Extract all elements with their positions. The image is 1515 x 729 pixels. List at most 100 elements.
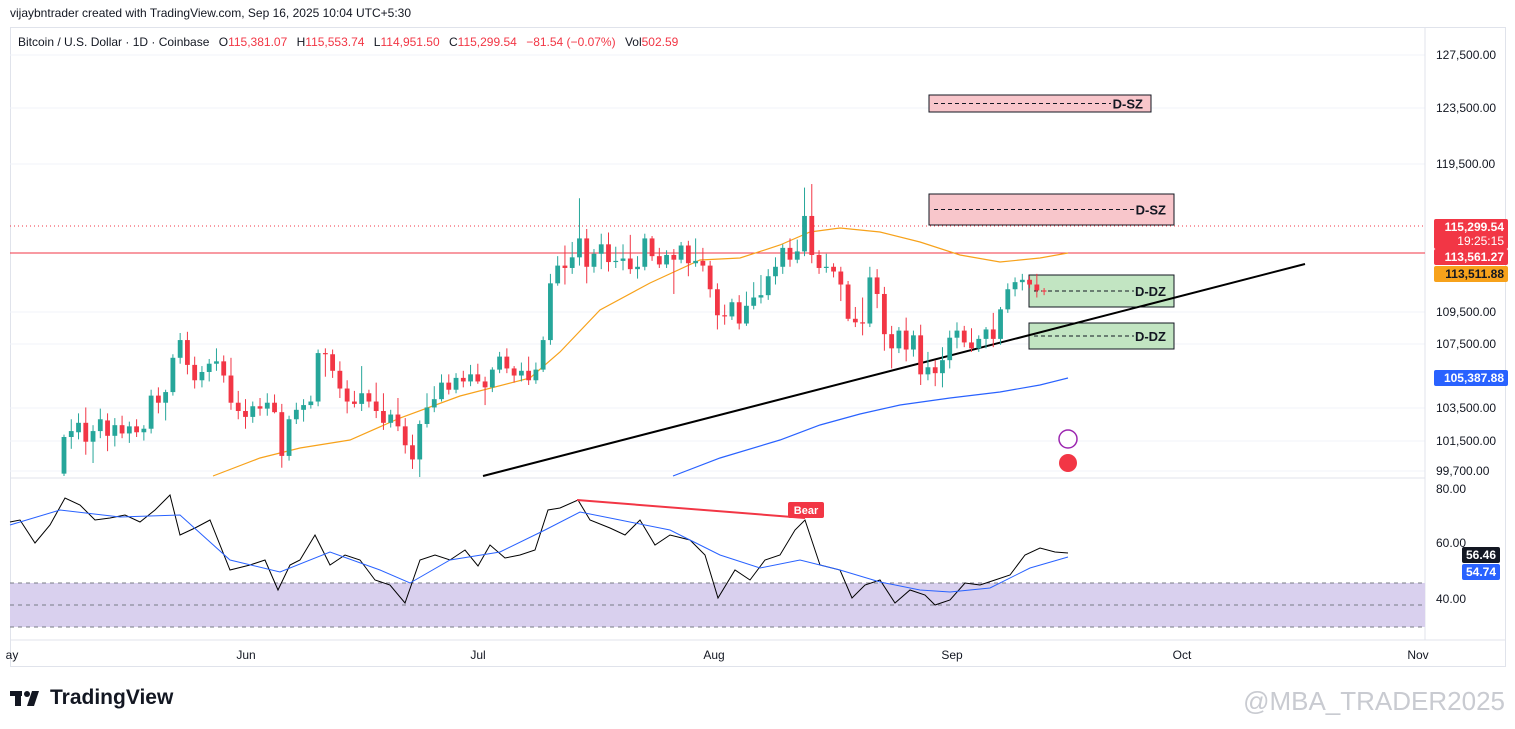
candle-body — [170, 357, 176, 393]
candle-body — [918, 335, 924, 375]
candle-body — [475, 374, 481, 382]
candle-body — [889, 334, 895, 349]
rsi-value-tag: 56.46 — [1461, 547, 1500, 563]
ma-line — [672, 377, 1069, 477]
candle-body — [990, 329, 996, 339]
time-tick-label: Nov — [1407, 648, 1428, 662]
candle-body — [620, 258, 626, 261]
candle-body — [925, 367, 931, 375]
vol-value: 502.59 — [641, 35, 679, 49]
candle-body — [569, 257, 575, 268]
candle-body — [932, 367, 938, 374]
price-tick-label: 127,500.00 — [1436, 48, 1496, 62]
candle-body — [773, 266, 778, 277]
candle-body — [206, 363, 212, 372]
candle-body — [548, 283, 553, 341]
candle-body — [1019, 279, 1025, 283]
us-flag-icon — [1059, 454, 1077, 472]
candle-body — [584, 238, 590, 267]
candle-body — [199, 371, 205, 381]
candle-body — [315, 353, 321, 402]
candle-body — [504, 356, 510, 369]
candle-body — [715, 289, 720, 316]
candle-body — [794, 251, 800, 260]
candle-body — [424, 407, 430, 424]
candle-body — [1027, 279, 1032, 285]
candle-body — [279, 412, 285, 456]
bear-divergence-line — [576, 499, 806, 519]
candle-body — [76, 422, 81, 433]
candle-body — [1041, 290, 1047, 292]
ma-price-tag: 105,387.88 — [1434, 370, 1508, 386]
candle-body — [446, 382, 452, 390]
candle-body — [489, 369, 495, 388]
rsi-tick-label: 60.00 — [1436, 536, 1466, 550]
candle-body — [802, 215, 807, 252]
rsi-ma-tag: 54.74 — [1461, 564, 1500, 580]
zone-label: D-DZ — [1135, 284, 1166, 299]
candle-body — [1005, 289, 1011, 310]
candle-body — [272, 402, 277, 413]
high-key: H — [296, 35, 306, 49]
candle-body — [649, 238, 655, 257]
ema-price-tag: 113,511.88 — [1434, 266, 1508, 282]
candle-body — [344, 388, 350, 402]
candle-body — [148, 395, 154, 429]
candle-body — [177, 340, 183, 358]
candle-body — [969, 342, 974, 349]
candle-body — [954, 330, 960, 338]
candle-body — [671, 254, 677, 260]
candle-body — [823, 266, 829, 268]
candle-body — [852, 318, 858, 323]
candle-body — [751, 297, 757, 306]
candle-body — [940, 360, 945, 374]
candle-body — [155, 395, 161, 403]
candle-body — [257, 406, 263, 409]
candle-body — [301, 405, 306, 410]
chart-frame[interactable] — [10, 27, 1506, 667]
candle-body — [431, 399, 437, 408]
candle-body — [635, 266, 640, 270]
level-price-tag: 113,561.27 — [1434, 249, 1508, 265]
candle-body — [366, 393, 372, 402]
candle-body — [410, 445, 415, 460]
price-tick-label: 103,500.00 — [1436, 401, 1496, 415]
candle-body — [439, 382, 444, 400]
close-key: C — [449, 35, 458, 49]
candle-body — [112, 425, 118, 436]
rsi-ma-line — [9, 509, 1069, 593]
close-value: 115,299.54 — [457, 35, 517, 49]
tradingview-logo[interactable]: TradingView — [10, 686, 173, 710]
candle-body — [192, 364, 198, 381]
candle-body — [555, 265, 561, 284]
candle-body — [482, 381, 488, 388]
candle-body — [83, 422, 89, 442]
price-tick-label: 107,500.00 — [1436, 337, 1496, 351]
watermark: @MBA_TRADER2025 — [1243, 686, 1505, 716]
candle-body — [845, 284, 851, 319]
symbol-name: Bitcoin / U.S. Dollar · 1D · Coinbase — [18, 35, 210, 49]
candle-body — [976, 338, 982, 349]
candle-body — [395, 414, 401, 427]
candle-body — [460, 377, 466, 382]
rsi-line — [9, 494, 1069, 606]
price-tick-label: 119,500.00 — [1436, 157, 1495, 171]
candle-body — [330, 354, 336, 371]
candle-body — [126, 426, 132, 434]
event-bolt-icon — [1058, 429, 1078, 449]
candle-body — [250, 406, 256, 417]
candle-body — [961, 330, 967, 343]
candle-body — [1012, 282, 1018, 290]
candle-body — [533, 369, 539, 381]
candle-body — [562, 265, 568, 268]
candle-body — [758, 295, 764, 298]
candle-body — [860, 322, 865, 324]
symbol-legend: Bitcoin / U.S. Dollar · 1D · Coinbase O1… — [18, 35, 678, 49]
candle-body — [497, 356, 502, 370]
zone-label: D-DZ — [1135, 329, 1166, 344]
candle-body — [656, 256, 662, 265]
candle-body — [831, 266, 836, 272]
candle-body — [185, 340, 190, 365]
candle-body — [627, 258, 633, 270]
